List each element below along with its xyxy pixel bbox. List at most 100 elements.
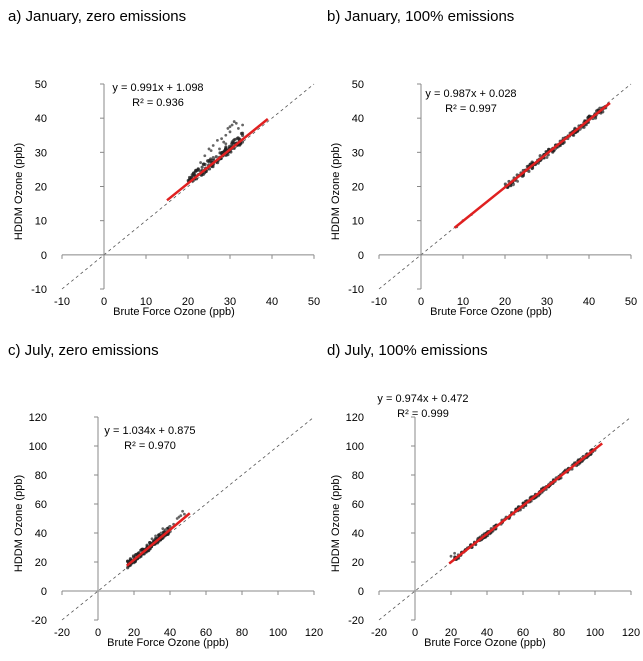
y-axis-title: HDDM Ozone (ppb)	[330, 475, 342, 572]
x-tick-label: 100	[586, 627, 604, 639]
x-tick-label: -20	[371, 627, 387, 639]
scatter-point-outlier	[178, 516, 181, 519]
scatter-point	[197, 168, 200, 171]
scatter-point	[241, 132, 244, 135]
y-tick-label: 0	[358, 250, 364, 262]
scatter-point-outlier	[224, 134, 227, 137]
r-squared-label: R² = 0.936	[132, 97, 184, 109]
y-axis-title: HDDM Ozone (ppb)	[13, 143, 25, 240]
y-tick-label: 80	[352, 470, 364, 482]
y-tick-label: 40	[352, 528, 364, 540]
y-tick-label: 100	[29, 441, 47, 453]
scatter-point-outlier	[151, 537, 154, 540]
r-squared-label: R² = 0.970	[124, 440, 176, 452]
y-tick-label: 10	[352, 216, 364, 228]
x-axis-title: Brute Force Ozone (ppb)	[107, 637, 229, 649]
y-tick-label: 50	[35, 79, 47, 91]
x-tick-label: -10	[371, 296, 387, 308]
scatter-point	[192, 171, 195, 174]
x-tick-label: -20	[54, 627, 70, 639]
y-tick-label: 100	[346, 441, 364, 453]
x-tick-label: 80	[553, 627, 565, 639]
y-tick-label: 40	[352, 113, 364, 125]
y-tick-label: 40	[35, 113, 47, 125]
y-tick-label: -10	[31, 284, 47, 296]
y-tick-label: 120	[29, 412, 47, 424]
scatter-points	[187, 120, 245, 183]
y-tick-label: 10	[35, 216, 47, 228]
scatter-point-outlier	[212, 156, 215, 159]
scatter-point	[203, 163, 206, 166]
regression-equation: y = 0.991x + 1.098	[112, 82, 203, 94]
scatter-point-outlier	[512, 183, 515, 186]
y-tick-label: 0	[358, 586, 364, 598]
scatter-plot-july-full: -20 0 20 40 60 80 100 120 -20 0 20 40 60 80 100 120 Brut…	[318, 392, 643, 661]
y-axis-title: HDDM Ozone (ppb)	[330, 143, 342, 240]
scatter-point-outlier	[210, 149, 213, 152]
x-tick-label: 100	[269, 627, 287, 639]
scatter-point	[207, 159, 210, 162]
y-tick-label: 60	[352, 499, 364, 511]
y-tick-label: 20	[352, 557, 364, 569]
regression-equation: y = 0.974x + 0.472	[377, 393, 468, 405]
x-tick-label: -10	[54, 296, 70, 308]
x-tick-label: 120	[622, 627, 640, 639]
x-axis-title: Brute Force Ozone (ppb)	[113, 306, 235, 318]
scatter-point	[215, 155, 218, 158]
x-tick-label: 0	[101, 296, 107, 308]
scatter-point	[224, 147, 227, 150]
x-tick-label: 80	[236, 627, 248, 639]
regression-fit-line	[127, 513, 190, 565]
panel-title-a: a) January, zero emissions	[8, 8, 186, 25]
y-tick-label: 80	[35, 470, 47, 482]
scatter-point-outlier	[231, 124, 234, 127]
scatter-point	[201, 166, 204, 169]
scatter-point-outlier	[154, 535, 157, 538]
y-tick-label: -10	[348, 284, 364, 296]
regression-fit-line	[449, 443, 602, 563]
y-tick-label: 30	[352, 147, 364, 159]
one-to-one-line	[62, 417, 314, 620]
scatter-point	[231, 141, 234, 144]
scatter-plot-july-zero: -20 0 20 40 60 80 100 120 -20 0 20 40 60 80 100 120 Brut…	[0, 392, 330, 661]
x-axis-title: Brute Force Ozone (ppb)	[430, 306, 552, 318]
y-tick-label: 0	[41, 586, 47, 598]
regression-fit-line	[167, 119, 268, 200]
scatter-point-outlier	[216, 139, 219, 142]
scatter-plot-january-full: -1001020304050-10 0 10 20 30 40 50Brute Force …	[318, 60, 643, 335]
scatter-point-outlier	[203, 154, 206, 157]
scatter-point-outlier	[450, 555, 453, 558]
scatter-point-outlier	[453, 552, 456, 555]
x-axis-title: Brute Force Ozone (ppb)	[424, 637, 546, 649]
scatter-point-outlier	[160, 532, 163, 535]
y-tick-label: 20	[35, 557, 47, 569]
r-squared-label: R² = 0.997	[445, 103, 497, 115]
scatter-point-outlier	[546, 156, 549, 159]
scatter-point-outlier	[237, 127, 240, 130]
scatter-point-outlier	[218, 148, 221, 151]
scatter-point-outlier	[212, 144, 215, 147]
y-tick-label: 120	[346, 412, 364, 424]
y-tick-label: 50	[352, 79, 364, 91]
scatter-point-outlier	[183, 513, 186, 516]
y-tick-label: 60	[35, 499, 47, 511]
x-tick-label: 40	[583, 296, 595, 308]
panel-title-c: c) July, zero emissions	[8, 342, 159, 359]
regression-fit-line	[455, 103, 610, 228]
scatter-point-outlier	[235, 122, 238, 125]
scatter-point-outlier	[229, 130, 232, 133]
r-squared-label: R² = 0.999	[397, 408, 449, 420]
x-tick-label: 40	[266, 296, 278, 308]
x-tick-label: 50	[625, 296, 637, 308]
x-tick-label: 0	[412, 627, 418, 639]
scatter-point-outlier	[161, 527, 164, 530]
y-tick-label: 20	[35, 182, 47, 194]
scatter-point-outlier	[220, 137, 223, 140]
x-tick-label: 0	[95, 627, 101, 639]
scatter-plot-january-zero: -10 0 10 20 30 40 50 -10 0 10 20 30 40 50 Brute Force …	[0, 60, 330, 335]
scatter-point-outlier	[181, 510, 184, 513]
scatter-point	[233, 138, 236, 141]
y-tick-label: 0	[41, 250, 47, 262]
y-tick-label: -20	[348, 615, 364, 627]
y-tick-label: 30	[35, 147, 47, 159]
